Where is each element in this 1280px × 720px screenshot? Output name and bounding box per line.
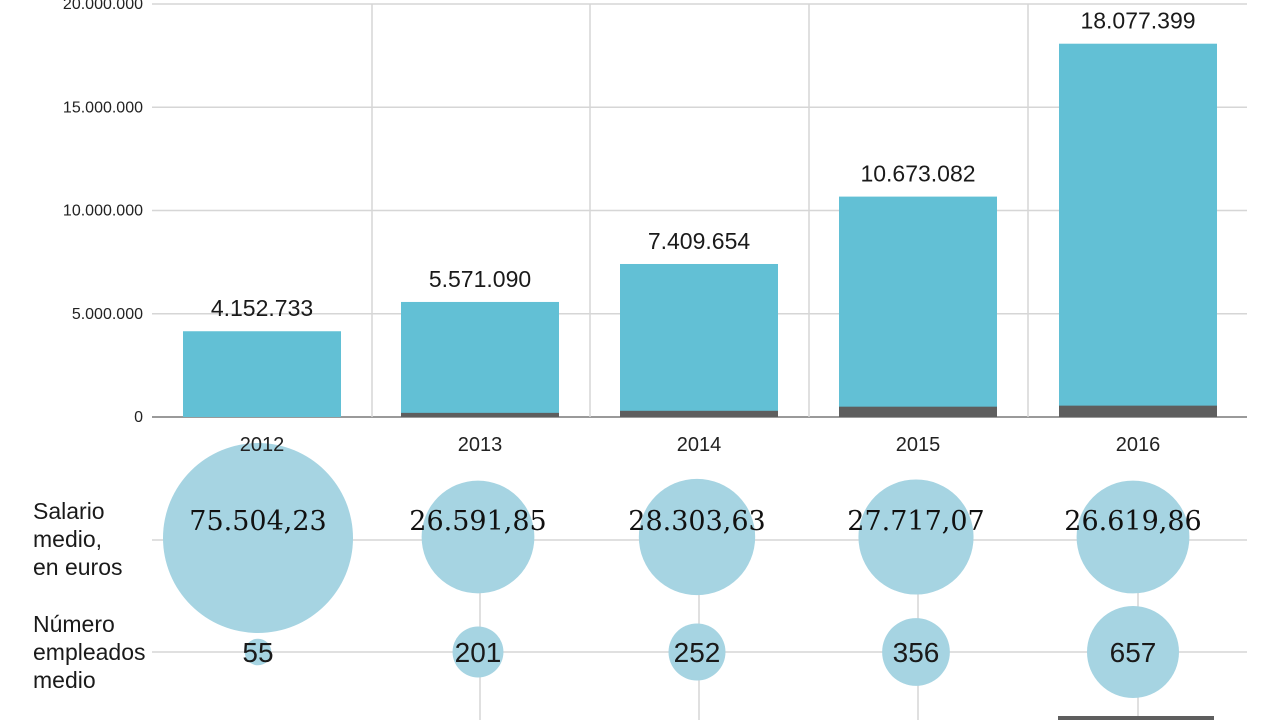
bar-value-label: 7.409.654	[648, 228, 751, 254]
bar-base-segment	[839, 406, 997, 417]
y-tick-label: 15.000.000	[63, 99, 143, 116]
cropped-bar-fragment	[1058, 716, 1214, 720]
employees-value-label: 201	[455, 637, 502, 668]
salary-bubble	[163, 443, 353, 633]
employees-value-label: 252	[674, 637, 721, 668]
salary-bubble	[1076, 480, 1190, 594]
salary-value-label: 27.717,07	[847, 506, 984, 537]
employees-row-label: medio	[33, 667, 96, 693]
labels: 0 5.000.000 10.000.000 15.000.000 20.000.000…	[33, 0, 1202, 693]
employees-row-label: Número	[33, 611, 115, 637]
employees-value-label: 657	[1110, 637, 1157, 668]
x-tick-label: 2014	[677, 434, 722, 456]
salary-value-label: 26.591,85	[409, 506, 546, 537]
bar	[183, 331, 341, 417]
employees-bubble	[244, 638, 272, 666]
bars	[183, 43, 1217, 720]
salary-bubble	[638, 478, 756, 596]
salary-row-label: en euros	[33, 554, 123, 580]
x-tick-label: 2016	[1116, 434, 1161, 456]
employees-bubble	[1087, 606, 1179, 698]
bar-base-segment	[620, 410, 778, 417]
salary-value-label: 26.619,86	[1064, 506, 1201, 537]
employees-bubble	[882, 618, 950, 686]
salary-value-label: 28.303,63	[628, 506, 765, 537]
salary-bubble	[421, 480, 535, 594]
bar-value-label: 10.673.082	[860, 161, 975, 187]
bar-value-label: 5.571.090	[429, 266, 531, 292]
employees-value-label: 55	[242, 637, 273, 668]
bar	[839, 196, 997, 417]
employees-bubble	[452, 626, 504, 678]
bar-value-label: 18.077.399	[1080, 8, 1195, 34]
x-tick-label: 2015	[896, 434, 941, 456]
y-tick-label: 20.000.000	[63, 0, 143, 13]
bar-base-segment	[401, 412, 559, 417]
employees-bubble	[668, 623, 726, 681]
salary-bubble	[858, 479, 974, 595]
bar-value-label: 4.152.733	[211, 295, 313, 321]
bar	[1059, 43, 1217, 417]
y-tick-label: 0	[134, 409, 143, 426]
bar	[620, 263, 778, 417]
bar	[401, 301, 559, 417]
bar-base-segment	[1059, 405, 1217, 417]
salary-row-label: medio,	[33, 526, 102, 552]
employees-row-label: empleados	[33, 639, 146, 665]
x-tick-label: 2012	[240, 434, 285, 456]
salary-value-label: 75.504,23	[189, 506, 326, 537]
salary-row-label: Salario	[33, 498, 105, 524]
x-tick-label: 2013	[458, 434, 503, 456]
y-tick-label: 5.000.000	[72, 306, 143, 323]
employees-value-label: 356	[893, 637, 940, 668]
y-tick-label: 10.000.000	[63, 203, 143, 220]
bubbles	[163, 443, 1190, 698]
